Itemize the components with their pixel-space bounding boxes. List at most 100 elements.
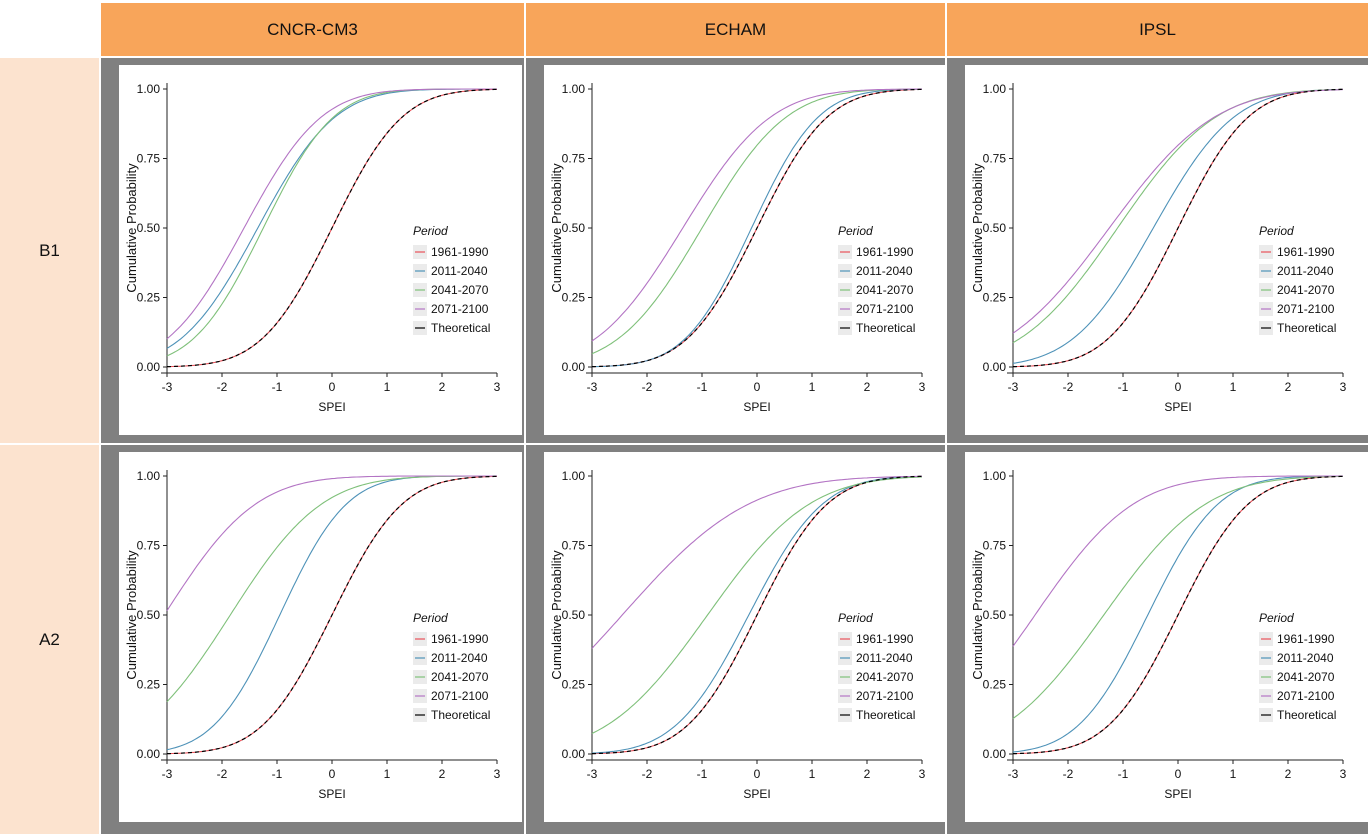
legend-label: 2011-2040 — [856, 651, 913, 665]
legend-label: 2041-2070 — [431, 670, 489, 684]
x-axis-title: SPEI — [743, 787, 770, 801]
x-tick-label: -3 — [162, 767, 173, 781]
x-tick-label: -2 — [1063, 380, 1074, 394]
legend-label: Theoretical — [431, 321, 490, 335]
legend-label: Theoretical — [1277, 708, 1336, 722]
y-tick-label: 0.50 — [137, 221, 161, 235]
x-tick-label: -1 — [272, 380, 283, 394]
y-tick-label: 0.50 — [562, 221, 586, 235]
y-tick-label: 0.00 — [562, 360, 586, 374]
row-label-a2: A2 — [0, 445, 99, 834]
x-tick-label: 1 — [809, 380, 816, 394]
x-tick-label: -2 — [1063, 767, 1074, 781]
plot-area: -3 -2 -1 0 1 2 3 0.00 0.25 0.50 0.75 1.00 SPEI Cumula… — [965, 452, 1368, 822]
x-tick-label: 1 — [809, 767, 816, 781]
y-tick-label: 0.25 — [983, 291, 1007, 305]
x-tick-label: -2 — [217, 380, 228, 394]
x-tick-label: 2 — [1285, 767, 1292, 781]
cdf-chart: -3 -2 -1 0 1 2 3 0.00 0.25 0.50 0.75 1.00 SPEI Cumula… — [549, 469, 926, 801]
series-line-2011-2040 — [591, 475, 922, 754]
y-tick-label: 1.00 — [983, 469, 1007, 483]
y-tick-label: 1.00 — [137, 82, 161, 96]
x-tick-label: 0 — [754, 380, 761, 394]
legend-label: 2071-2100 — [1277, 302, 1335, 316]
x-tick-label: 3 — [494, 380, 501, 394]
legend-title: Period — [413, 224, 448, 238]
x-tick-label: -3 — [587, 380, 598, 394]
legend-label: 2011-2040 — [1277, 264, 1334, 278]
series-line-theoretical — [592, 475, 922, 755]
series-line-2011-2040 — [591, 88, 922, 368]
legend-label: Theoretical — [856, 708, 915, 722]
y-tick-label: 1.00 — [562, 469, 586, 483]
legend-label: 1961-1990 — [856, 632, 914, 646]
legend-label: 2071-2100 — [856, 689, 914, 703]
y-tick-label: 0.00 — [137, 747, 161, 761]
x-axis-title: SPEI — [1164, 400, 1191, 414]
y-tick-label: 0.25 — [983, 678, 1007, 692]
y-tick-label: 0.75 — [983, 152, 1007, 166]
legend-label: 2011-2040 — [1277, 651, 1334, 665]
x-tick-label: 2 — [439, 380, 446, 394]
y-tick-label: 0.00 — [983, 360, 1007, 374]
x-tick-label: -1 — [272, 767, 283, 781]
y-tick-label: 1.00 — [137, 469, 161, 483]
y-tick-label: 0.50 — [562, 608, 586, 622]
series-line-theoretical — [167, 88, 497, 368]
legend-title: Period — [413, 611, 448, 625]
x-tick-label: -1 — [1118, 380, 1129, 394]
x-tick-label: 1 — [384, 380, 391, 394]
series-line-2071-2100 — [1012, 475, 1343, 647]
x-axis-title: SPEI — [1164, 787, 1191, 801]
legend-label: Theoretical — [431, 708, 490, 722]
x-tick-label: -3 — [1008, 767, 1019, 781]
legend-label: 2071-2100 — [856, 302, 914, 316]
x-tick-label: 3 — [1340, 767, 1347, 781]
x-tick-label: -3 — [162, 380, 173, 394]
x-axis-title: SPEI — [318, 400, 345, 414]
series-line-2041-2070 — [166, 475, 497, 703]
column-header-echam: ECHAM — [526, 3, 945, 56]
y-tick-label: 0.25 — [562, 291, 586, 305]
legend-label: 2041-2070 — [1277, 283, 1335, 297]
legend-label: 2041-2070 — [431, 283, 489, 297]
series-line-2041-2070 — [591, 476, 923, 734]
x-tick-label: 2 — [439, 767, 446, 781]
series-line-2071-2100 — [166, 475, 497, 611]
series-line-theoretical — [1013, 88, 1343, 368]
x-tick-label: -1 — [697, 380, 708, 394]
y-tick-label: 0.75 — [562, 152, 586, 166]
series-line-theoretical — [592, 88, 922, 368]
series-line-theoretical — [167, 475, 497, 755]
series-line-2071-2100 — [1012, 89, 1344, 334]
x-tick-label: 3 — [919, 380, 926, 394]
x-tick-label: 0 — [329, 767, 336, 781]
plot-area: -3 -2 -1 0 1 2 3 0.00 0.25 0.50 0.75 1.00 SPEI Cumula… — [119, 65, 522, 435]
x-tick-label: 2 — [1285, 380, 1292, 394]
chart-panel-cncr-a2: -3 -2 -1 0 1 2 3 0.00 0.25 0.50 0.75 1.00 SPEI Cumula… — [101, 445, 524, 834]
x-tick-label: -2 — [642, 380, 653, 394]
chart-panel-ipsl-a2: -3 -2 -1 0 1 2 3 0.00 0.25 0.50 0.75 1.00 SPEI Cumula… — [947, 445, 1368, 834]
legend-label: 2071-2100 — [1277, 689, 1335, 703]
cdf-chart: -3 -2 -1 0 1 2 3 0.00 0.25 0.50 0.75 1.00 SPEI Cumula… — [970, 469, 1347, 801]
chart-panel-echam-a2: -3 -2 -1 0 1 2 3 0.00 0.25 0.50 0.75 1.00 SPEI Cumula… — [526, 445, 947, 834]
y-tick-label: 0.50 — [983, 221, 1007, 235]
series-line-2071-2100 — [591, 475, 923, 649]
x-tick-label: 2 — [864, 767, 871, 781]
legend-label: 1961-1990 — [431, 245, 489, 259]
y-tick-label: 0.25 — [137, 291, 161, 305]
x-tick-label: 0 — [754, 767, 761, 781]
cdf-chart: -3 -2 -1 0 1 2 3 0.00 0.25 0.50 0.75 1.00 SPEI Cumula… — [549, 82, 926, 414]
x-tick-label: 0 — [1175, 767, 1182, 781]
cdf-chart: -3 -2 -1 0 1 2 3 0.00 0.25 0.50 0.75 1.00 SPEI Cumula… — [970, 82, 1347, 414]
y-axis-title: Cumulative Probability — [549, 550, 564, 680]
x-tick-label: -3 — [1008, 380, 1019, 394]
legend-label: 1961-1990 — [431, 632, 489, 646]
y-tick-label: 0.75 — [137, 152, 161, 166]
legend-label: 2041-2070 — [1277, 670, 1335, 684]
legend-label: Theoretical — [856, 321, 915, 335]
x-tick-label: 1 — [1230, 380, 1237, 394]
legend-label: 2011-2040 — [431, 651, 488, 665]
legend-label: 1961-1990 — [856, 245, 914, 259]
x-tick-label: 0 — [1175, 380, 1182, 394]
